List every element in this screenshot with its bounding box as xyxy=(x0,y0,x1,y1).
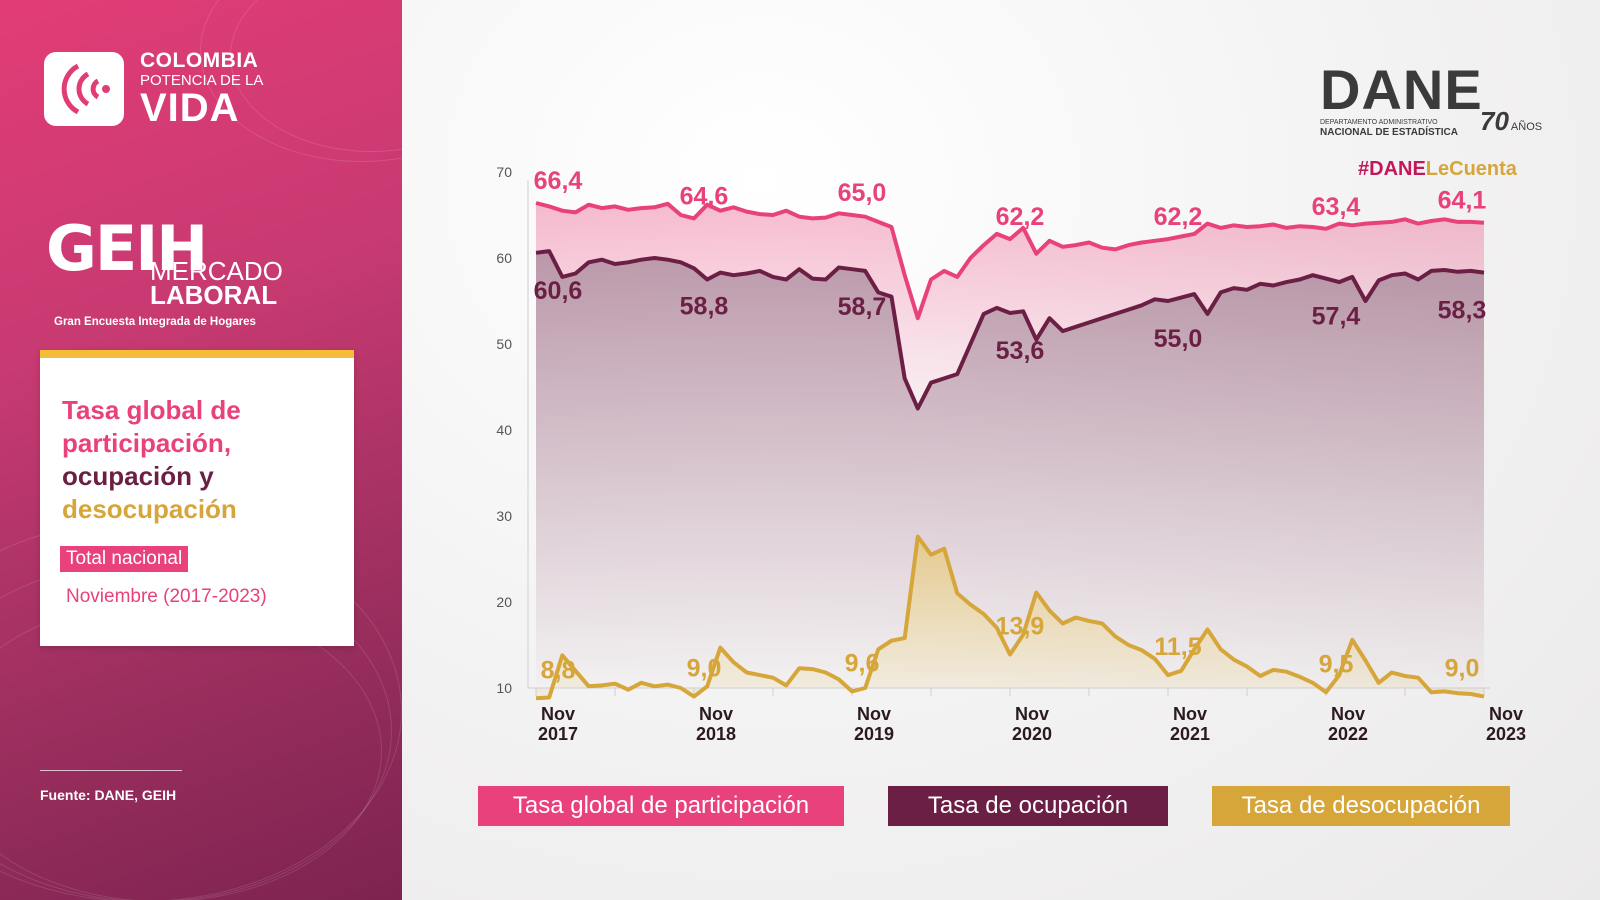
colombia-wave-icon xyxy=(44,52,124,126)
card-title-part3: desocupación xyxy=(62,494,237,524)
participation-line xyxy=(535,201,1485,321)
anniversary-badge: 70 AÑOS xyxy=(1480,106,1542,137)
geih-acronym: GEIH xyxy=(46,212,208,285)
x-tick-label-month: Nov xyxy=(1173,704,1207,724)
unemployment-area xyxy=(536,536,1484,699)
dane-logo: DANE DEPARTAMENTO ADMINISTRATIVO NACIONA… xyxy=(1320,58,1542,138)
sidebar: COLOMBIA POTENCIA DE LA VIDA GEIH MERCAD… xyxy=(0,0,402,900)
hashtag-part1: #DANE xyxy=(1358,158,1426,180)
y-tick-label: 10 xyxy=(496,680,512,696)
occupation-value-label: 58,3 xyxy=(1438,297,1487,325)
unemployment-line xyxy=(535,534,1485,701)
x-tick-label-month: Nov xyxy=(1489,704,1523,724)
participation-value-label: 62,2 xyxy=(1154,203,1203,231)
y-tick-label: 70 xyxy=(496,164,512,180)
dane-subtitle-1: DEPARTAMENTO ADMINISTRATIVO xyxy=(1320,119,1438,126)
participation-value-label: 63,4 xyxy=(1312,193,1361,221)
x-tick-label-month: Nov xyxy=(1015,704,1049,724)
x-tick-label-year: 2023 xyxy=(1486,724,1526,744)
hashtag-part2: LeCuenta xyxy=(1425,158,1517,180)
legend-item: Tasa global de participación xyxy=(478,786,844,826)
x-tick-label-month: Nov xyxy=(541,704,575,724)
unemployment-value-label: 11,5 xyxy=(1154,633,1201,661)
y-tick-label: 60 xyxy=(496,250,512,266)
hashtag: #DANELeCuenta xyxy=(1358,158,1517,181)
x-tick-label-month: Nov xyxy=(1331,704,1365,724)
x-tick-label-year: 2022 xyxy=(1328,724,1368,744)
unemployment-value-label: 13,9 xyxy=(996,612,1045,640)
y-tick-label: 50 xyxy=(496,336,512,352)
legend-item: Tasa de ocupación xyxy=(888,786,1168,826)
card-title-part1: Tasa global de participación, xyxy=(62,395,241,458)
participation-value-label: 64,6 xyxy=(680,182,729,210)
occupation-value-label: 55,0 xyxy=(1154,325,1203,353)
logo-line2: POTENCIA DE LA xyxy=(140,72,264,89)
occupation-value-label: 60,6 xyxy=(534,277,583,305)
occupation-value-label: 58,7 xyxy=(838,293,887,321)
x-tick-label-year: 2021 xyxy=(1170,724,1210,744)
participation-area xyxy=(536,203,1484,409)
unemployment-value-label: 9,5 xyxy=(1319,650,1354,678)
x-tick-label-year: 2017 xyxy=(538,724,578,744)
participation-value-label: 65,0 xyxy=(838,179,887,207)
series-areas xyxy=(536,203,1484,699)
source-divider xyxy=(40,770,182,771)
x-tick-label-year: 2018 xyxy=(696,724,736,744)
unemployment-value-label: 8,8 xyxy=(541,656,576,684)
scope-badge: Total nacional xyxy=(60,546,189,572)
y-tick-label: 40 xyxy=(496,422,512,438)
x-tick-label-month: Nov xyxy=(857,704,891,724)
logo-line1: COLOMBIA xyxy=(140,49,259,72)
participation-value-label: 62,2 xyxy=(996,203,1045,231)
unemployment-value-label: 9,6 xyxy=(845,649,880,677)
anniversary-suffix: AÑOS xyxy=(1510,121,1543,133)
geih-subtitle: Gran Encuesta Integrada de Hogares xyxy=(54,316,256,328)
geih-word-laboral: LABORAL xyxy=(150,280,278,310)
x-tick-label-year: 2020 xyxy=(1012,724,1052,744)
dane-subtitle-2: NACIONAL DE ESTADÍSTICA xyxy=(1320,126,1458,138)
unemployment-value-label: 9,0 xyxy=(687,655,722,683)
y-tick-label: 30 xyxy=(496,508,512,524)
data-labels: 66,4 64,6 65,0 62,2 62,2 63,4 64,1 60,6 58,8 58,7… xyxy=(534,167,1487,684)
occupation-value-label: 58,8 xyxy=(680,292,729,320)
source-note: Fuente: DANE, GEIH xyxy=(40,787,177,803)
x-tick-label-month: Nov xyxy=(699,704,733,724)
participation-value-label: 66,4 xyxy=(534,167,583,195)
title-card: Tasa global de participación, ocupación … xyxy=(40,350,354,646)
geih-logo: GEIH MERCADO LABORAL Gran Encuesta Integ… xyxy=(46,212,283,329)
occupation-value-label: 57,4 xyxy=(1312,303,1361,331)
dane-wordmark: DANE xyxy=(1320,58,1483,121)
unemployment-value-label: 9,0 xyxy=(1445,655,1480,683)
series-lines xyxy=(535,201,1485,701)
participation-value-label: 64,1 xyxy=(1438,187,1487,215)
occupation-line xyxy=(535,249,1485,411)
card-title-part2: ocupación y xyxy=(62,461,214,491)
legend-item: Tasa de desocupación xyxy=(1212,786,1510,826)
x-tick-label-year: 2019 xyxy=(854,724,894,744)
occupation-value-label: 53,6 xyxy=(996,337,1045,365)
period-label: Noviembre (2017-2023) xyxy=(66,586,267,607)
logo-line3: VIDA xyxy=(140,86,240,130)
y-tick-label: 20 xyxy=(496,594,512,610)
colombia-logo: COLOMBIA POTENCIA DE LA VIDA xyxy=(44,50,263,128)
anniversary-number: 70 xyxy=(1480,106,1509,136)
card-title: Tasa global de participación, ocupación … xyxy=(62,394,342,526)
geih-word-mercado: MERCADO xyxy=(150,256,283,286)
occupation-area xyxy=(536,251,1484,699)
